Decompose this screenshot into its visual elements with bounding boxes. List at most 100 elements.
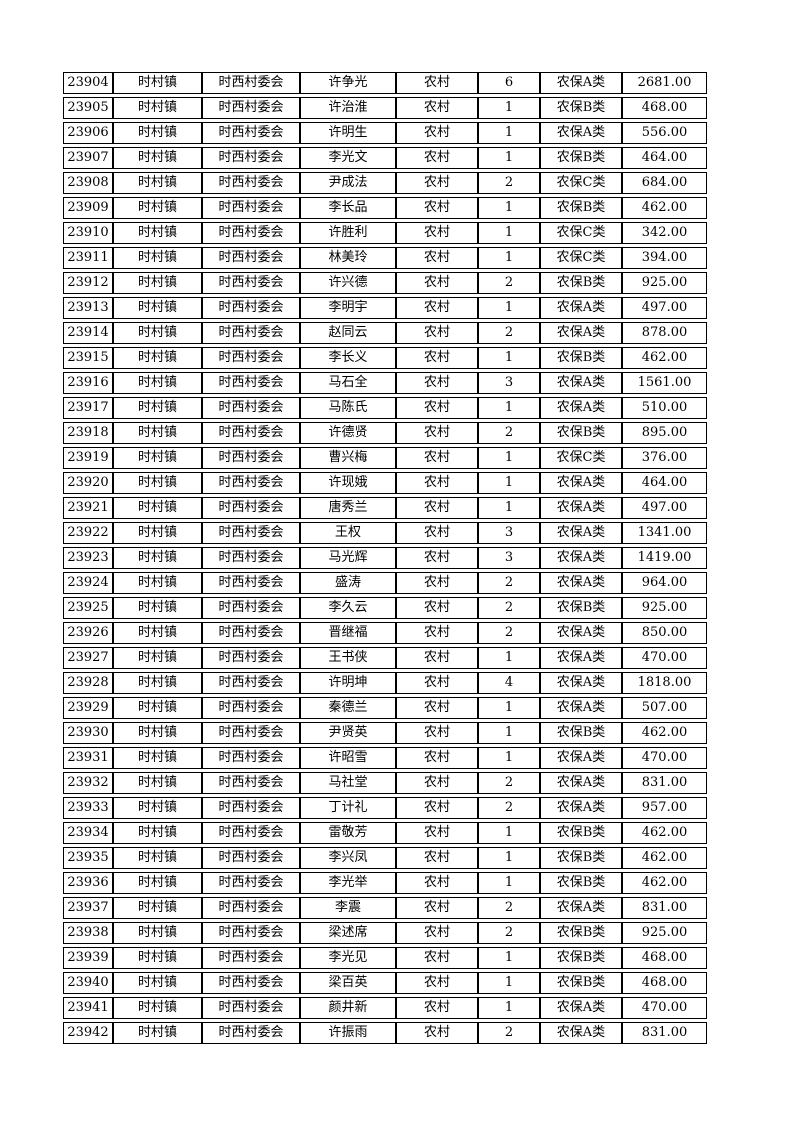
cell-town: 时村镇	[113, 97, 202, 119]
cell-town: 时村镇	[113, 897, 202, 919]
table-row: 23918 时村镇 时西村委会 许德贤 农村 2 农保B类 895.00	[63, 422, 707, 444]
cell-record-id: 23923	[63, 547, 113, 569]
cell-person-name: 许昭雪	[300, 747, 396, 769]
cell-insurance-category: 农保A类	[540, 497, 622, 519]
cell-town: 时村镇	[113, 847, 202, 869]
cell-record-id: 23937	[63, 897, 113, 919]
cell-residence-type: 农村	[396, 422, 478, 444]
cell-town: 时村镇	[113, 322, 202, 344]
cell-residence-type: 农村	[396, 847, 478, 869]
cell-record-id: 23926	[63, 622, 113, 644]
cell-person-name: 丁计礼	[300, 797, 396, 819]
cell-record-id: 23935	[63, 847, 113, 869]
cell-person-name: 许治淮	[300, 97, 396, 119]
cell-amount: 831.00	[622, 772, 707, 794]
cell-amount: 1818.00	[622, 672, 707, 694]
cell-record-id: 23941	[63, 997, 113, 1019]
table-row: 23937 时村镇 时西村委会 李震 农村 2 农保A类 831.00	[63, 897, 707, 919]
cell-residence-type: 农村	[396, 72, 478, 94]
table-row: 23934 时村镇 时西村委会 雷敬芳 农村 1 农保B类 462.00	[63, 822, 707, 844]
cell-residence-type: 农村	[396, 1022, 478, 1044]
cell-town: 时村镇	[113, 347, 202, 369]
cell-village-committee: 时西村委会	[202, 247, 300, 269]
cell-amount: 462.00	[622, 872, 707, 894]
table-row: 23906 时村镇 时西村委会 许明生 农村 1 农保A类 556.00	[63, 122, 707, 144]
cell-village-committee: 时西村委会	[202, 647, 300, 669]
cell-town: 时村镇	[113, 547, 202, 569]
cell-town: 时村镇	[113, 197, 202, 219]
cell-person-name: 林美玲	[300, 247, 396, 269]
cell-person-name: 雷敬芳	[300, 822, 396, 844]
cell-person-name: 唐秀兰	[300, 497, 396, 519]
cell-person-count: 1	[478, 872, 540, 894]
cell-person-name: 许明坤	[300, 672, 396, 694]
cell-residence-type: 农村	[396, 647, 478, 669]
cell-record-id: 23938	[63, 922, 113, 944]
cell-person-count: 1	[478, 822, 540, 844]
cell-village-committee: 时西村委会	[202, 872, 300, 894]
cell-town: 时村镇	[113, 572, 202, 594]
cell-record-id: 23914	[63, 322, 113, 344]
table-row: 23923 时村镇 时西村委会 马光辉 农村 3 农保A类 1419.00	[63, 547, 707, 569]
cell-town: 时村镇	[113, 172, 202, 194]
cell-insurance-category: 农保B类	[540, 847, 622, 869]
table-row: 23926 时村镇 时西村委会 晋继福 农村 2 农保A类 850.00	[63, 622, 707, 644]
cell-insurance-category: 农保B类	[540, 947, 622, 969]
cell-village-committee: 时西村委会	[202, 97, 300, 119]
cell-person-name: 李震	[300, 897, 396, 919]
cell-town: 时村镇	[113, 822, 202, 844]
table-row: 23933 时村镇 时西村委会 丁计礼 农村 2 农保A类 957.00	[63, 797, 707, 819]
cell-insurance-category: 农保A类	[540, 72, 622, 94]
cell-insurance-category: 农保A类	[540, 297, 622, 319]
cell-insurance-category: 农保B类	[540, 922, 622, 944]
cell-residence-type: 农村	[396, 172, 478, 194]
cell-residence-type: 农村	[396, 222, 478, 244]
cell-town: 时村镇	[113, 672, 202, 694]
cell-person-count: 1	[478, 97, 540, 119]
cell-person-name: 盛涛	[300, 572, 396, 594]
cell-insurance-category: 农保A类	[540, 572, 622, 594]
cell-record-id: 23940	[63, 972, 113, 994]
cell-record-id: 23912	[63, 272, 113, 294]
cell-person-count: 2	[478, 422, 540, 444]
cell-person-count: 2	[478, 622, 540, 644]
table-row: 23930 时村镇 时西村委会 尹贤英 农村 1 农保B类 462.00	[63, 722, 707, 744]
cell-residence-type: 农村	[396, 672, 478, 694]
pension-roster-table: 23904 时村镇 时西村委会 许争光 农村 6 农保A类 2681.00 23…	[63, 69, 707, 1047]
cell-person-count: 1	[478, 247, 540, 269]
cell-record-id: 23929	[63, 697, 113, 719]
table-row: 23932 时村镇 时西村委会 马社堂 农村 2 农保A类 831.00	[63, 772, 707, 794]
cell-person-name: 王书侠	[300, 647, 396, 669]
cell-insurance-category: 农保A类	[540, 647, 622, 669]
cell-residence-type: 农村	[396, 972, 478, 994]
table-row: 23941 时村镇 时西村委会 颜井新 农村 1 农保A类 470.00	[63, 997, 707, 1019]
table-row: 23928 时村镇 时西村委会 许明坤 农村 4 农保A类 1818.00	[63, 672, 707, 694]
table-row: 23911 时村镇 时西村委会 林美玲 农村 1 农保C类 394.00	[63, 247, 707, 269]
cell-residence-type: 农村	[396, 472, 478, 494]
cell-record-id: 23915	[63, 347, 113, 369]
cell-amount: 376.00	[622, 447, 707, 469]
cell-residence-type: 农村	[396, 497, 478, 519]
cell-person-name: 马陈氏	[300, 397, 396, 419]
cell-insurance-category: 农保A类	[540, 622, 622, 644]
cell-town: 时村镇	[113, 497, 202, 519]
cell-person-count: 1	[478, 222, 540, 244]
table-row: 23914 时村镇 时西村委会 赵同云 农村 2 农保A类 878.00	[63, 322, 707, 344]
cell-town: 时村镇	[113, 922, 202, 944]
cell-record-id: 23910	[63, 222, 113, 244]
cell-person-count: 1	[478, 697, 540, 719]
cell-residence-type: 农村	[396, 522, 478, 544]
cell-village-committee: 时西村委会	[202, 897, 300, 919]
cell-person-name: 许胜利	[300, 222, 396, 244]
cell-residence-type: 农村	[396, 247, 478, 269]
table-row: 23920 时村镇 时西村委会 许现娥 农村 1 农保A类 464.00	[63, 472, 707, 494]
cell-person-count: 1	[478, 347, 540, 369]
table-body: 23904 时村镇 时西村委会 许争光 农村 6 农保A类 2681.00 23…	[63, 72, 707, 1044]
cell-amount: 878.00	[622, 322, 707, 344]
cell-amount: 510.00	[622, 397, 707, 419]
cell-record-id: 23904	[63, 72, 113, 94]
cell-town: 时村镇	[113, 872, 202, 894]
table-row: 23910 时村镇 时西村委会 许胜利 农村 1 农保C类 342.00	[63, 222, 707, 244]
cell-insurance-category: 农保A类	[540, 472, 622, 494]
